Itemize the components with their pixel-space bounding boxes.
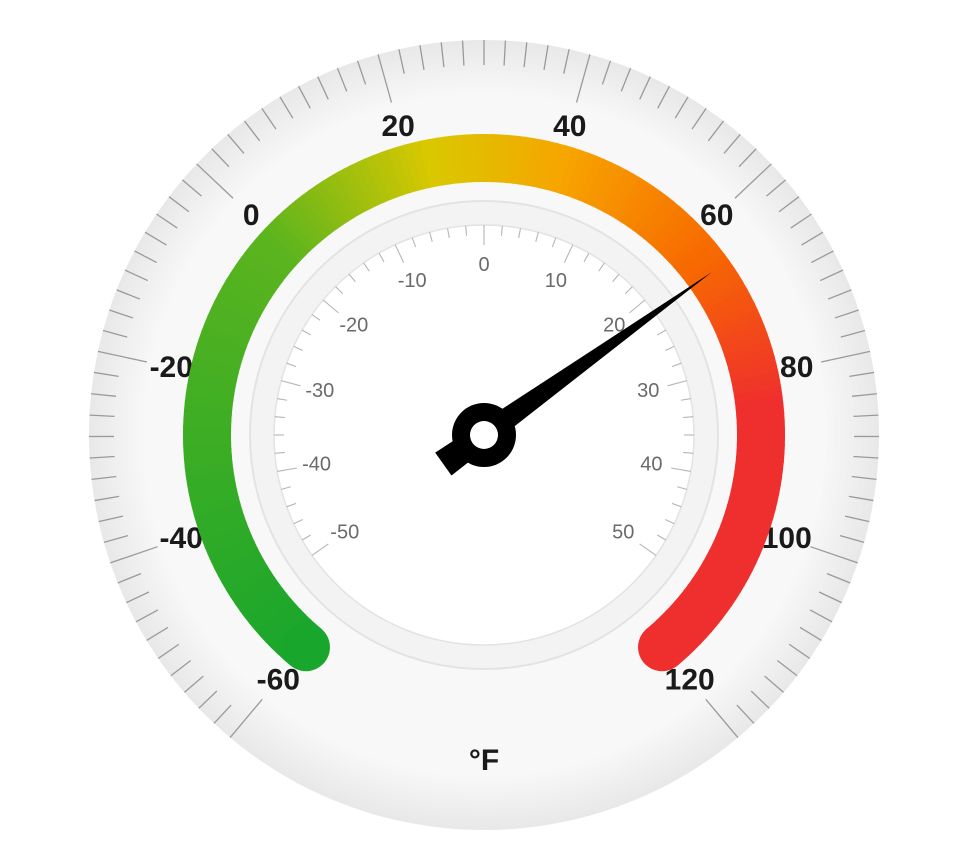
inner-tick-label: -30 [305, 380, 334, 402]
inner-tick-label: 30 [637, 380, 659, 402]
inner-tick-label: -40 [302, 454, 331, 476]
inner-tick-label: 40 [640, 454, 662, 476]
outer-tick-label: -60 [257, 664, 300, 697]
outer-tick-label: 60 [700, 199, 733, 232]
inner-tick-label: -50 [330, 522, 359, 544]
outer-tick-label: 0 [243, 199, 260, 232]
outer-tick-label: 20 [381, 110, 414, 143]
outer-tick-label: -20 [150, 351, 193, 384]
unit-label: °F [469, 744, 499, 777]
thermometer-gauge: -60-40-20020406080100120-50-40-30-20-100… [0, 0, 969, 859]
outer-tick-label: -40 [160, 522, 203, 555]
outer-tick-label: 80 [780, 351, 813, 384]
inner-tick-label: -20 [339, 315, 368, 337]
inner-tick-label: 0 [478, 254, 489, 276]
inner-tick-label: 10 [545, 270, 567, 292]
outer-tick-label: 40 [553, 110, 586, 143]
inner-tick-label: -10 [398, 270, 427, 292]
inner-tick-label: 50 [612, 522, 634, 544]
